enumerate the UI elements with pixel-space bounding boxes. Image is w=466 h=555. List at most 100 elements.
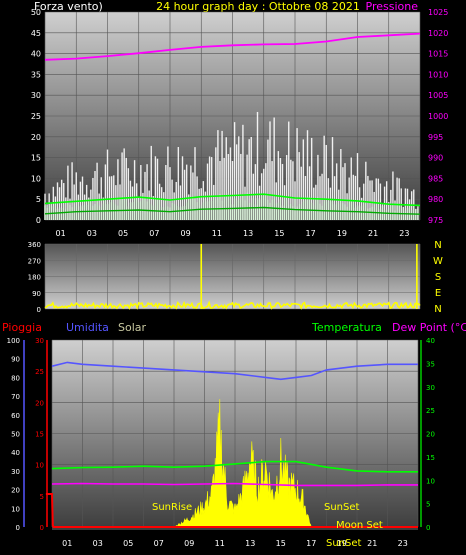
rain-x-tick-label: 01 [62, 539, 72, 548]
wind-right-tick-label: 1015 [428, 50, 448, 59]
rain-tick-label: 25 [35, 368, 44, 376]
wind-x-tick-label: 17 [306, 229, 316, 238]
annotation-sunset-2: SunSet [326, 538, 362, 549]
temp-tick-label: 40 [426, 337, 435, 345]
legend-temperatura: Temperatura [311, 321, 382, 334]
wind-right-tick-label: 990 [428, 154, 443, 163]
wind-left-tick-label: 30 [31, 91, 41, 100]
dir-left-tick-label: 360 [28, 241, 41, 249]
wind-x-tick-label: 09 [181, 229, 191, 238]
rain-tick-label: 10 [35, 462, 44, 470]
header-right-label: Pressione [366, 0, 419, 13]
dir-left-tick-label: 180 [28, 274, 41, 282]
wind-x-tick-label: 05 [118, 229, 128, 238]
wind-right-tick-label: 975 [428, 216, 443, 225]
wind-x-tick-label: 23 [399, 229, 409, 238]
wind-x-tick-label: 01 [56, 229, 66, 238]
direction-line [44, 300, 421, 310]
rain-x-tick-label: 07 [154, 539, 164, 548]
wind-x-tick-label: 11 [212, 229, 222, 238]
legend-pioggia: Pioggia [2, 321, 42, 334]
pressure-line [44, 32, 421, 61]
rain-x-tick-label: 23 [398, 539, 408, 548]
dir-left-tick-label: 0 [37, 306, 41, 314]
humidity-tick-label: 100 [7, 337, 20, 345]
humidity-tick-label: 10 [11, 505, 20, 513]
legend-umidita: Umidita [66, 321, 109, 334]
legend-dew-point: Dew Point (°C) [392, 321, 466, 334]
temp-tick-label: 0 [426, 524, 430, 532]
rain-tick-label: 0 [40, 524, 44, 532]
temp-tick-label: 20 [426, 431, 435, 439]
wind-x-tick-label: 07 [149, 229, 159, 238]
rain-x-tick-label: 21 [367, 539, 377, 548]
wind-x-tick-label: 19 [337, 229, 347, 238]
dew-point-line [51, 482, 418, 487]
wind-left-tick-label: 20 [31, 133, 41, 142]
humidity-tick-label: 70 [11, 393, 20, 401]
wind-right-tick-label: 1005 [428, 91, 448, 100]
legend-solar: Solar [118, 321, 147, 334]
solar-area [172, 399, 312, 528]
temperature-line [51, 460, 418, 473]
wind-left-tick-label: 25 [31, 112, 41, 121]
rain-x-tick-label: 03 [93, 539, 103, 548]
temp-tick-label: 5 [426, 501, 430, 509]
wind-left-tick-label: 5 [36, 195, 41, 204]
temp-tick-label: 10 [426, 477, 435, 485]
temp-tick-label: 15 [426, 454, 435, 462]
rain-x-tick-label: 17 [306, 539, 316, 548]
humidity-tick-label: 0 [16, 524, 20, 532]
wind-x-tick-label: 03 [87, 229, 97, 238]
dir-compass-label: N [434, 304, 441, 315]
header-title: 24 hour graph day : Ottobre 08 2021 [156, 0, 360, 13]
wind-right-tick-label: 1020 [428, 29, 448, 38]
wind-average-line [44, 193, 421, 207]
wind-chart: 0510152025303540455097598098599099510001… [31, 8, 449, 238]
rain-x-tick-label: 09 [184, 539, 194, 548]
wind-x-tick-label: 13 [243, 229, 253, 238]
annotation-moonset: Moon Set [336, 520, 383, 531]
rain-x-tick-label: 15 [276, 539, 286, 548]
annotation-sunset: SunSet [324, 502, 360, 513]
humidity-tick-label: 20 [11, 487, 20, 495]
humidity-tick-label: 50 [11, 431, 20, 439]
dir-compass-label: S [435, 272, 441, 283]
wind-left-tick-label: 10 [31, 174, 41, 183]
rain-tick-label: 5 [40, 493, 44, 501]
dir-compass-label: E [435, 288, 441, 299]
wind-left-tick-label: 40 [31, 50, 41, 59]
wind-left-tick-label: 45 [31, 29, 41, 38]
wind-right-tick-label: 1000 [428, 112, 448, 121]
rain-x-tick-label: 13 [245, 539, 255, 548]
humidity-tick-label: 30 [11, 468, 20, 476]
humidity-tick-label: 40 [11, 449, 20, 457]
rain-x-tick-label: 05 [123, 539, 133, 548]
dir-compass-label: N [434, 240, 441, 251]
temp-tick-label: 25 [426, 407, 435, 415]
header-left-label: Forza vento) [34, 0, 103, 13]
rain-tick-label: 15 [35, 431, 44, 439]
wind-left-tick-label: 35 [31, 70, 41, 79]
rain-x-tick-label: 19 [337, 539, 347, 548]
rain-tick-label: 20 [35, 399, 44, 407]
rain-tick-label: 30 [35, 337, 44, 345]
dir-left-tick-label: 270 [28, 257, 41, 265]
temp-tick-label: 35 [426, 360, 435, 368]
temp-tick-label: 30 [426, 384, 435, 392]
humidity-line [51, 361, 418, 381]
annotation-sunrise: SunRise [152, 502, 192, 513]
wind-x-tick-label: 15 [274, 229, 284, 238]
wind-right-tick-label: 1025 [428, 8, 448, 17]
dir-compass-label: W [433, 256, 443, 267]
rain-temp-chart: Pioggia Umidita Solar Temperatura Dew Po… [2, 321, 466, 549]
dir-left-tick-label: 90 [32, 290, 41, 298]
wind-x-tick-label: 21 [368, 229, 378, 238]
rain-line [45, 493, 418, 528]
wind-left-tick-label: 15 [31, 154, 41, 163]
wind-right-tick-label: 1010 [428, 70, 448, 79]
wind-low-line [44, 206, 421, 215]
wind-right-tick-label: 995 [428, 133, 443, 142]
